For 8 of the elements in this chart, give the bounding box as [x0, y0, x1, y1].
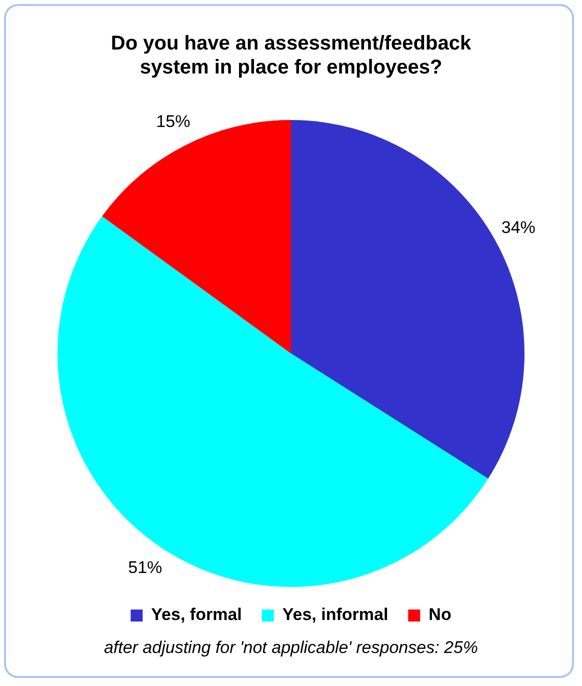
data-label: 34%: [501, 218, 536, 238]
data-label: 51%: [128, 558, 162, 577]
data-label: 15%: [156, 112, 190, 131]
legend-label: Yes, formal: [151, 605, 242, 624]
text: after adjusting for 'not applicable' responses: 25%: [102, 638, 480, 658]
legend-label: Yes, informal: [282, 605, 388, 624]
chart-title: Do you have an assessment/feedback system in place for employees?: [110, 32, 472, 79]
legend-label: No: [428, 605, 452, 624]
